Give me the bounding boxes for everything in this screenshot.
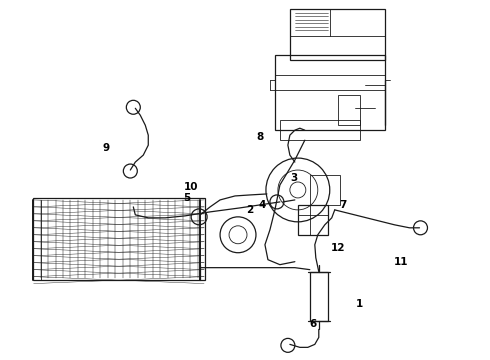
Bar [338,95,360,125]
Bar [310,175,340,205]
Text: 6: 6 [310,319,317,329]
Text: 2: 2 [246,206,253,216]
Text: 1: 1 [356,299,364,309]
Bar [33,198,205,280]
Bar [275,55,385,130]
Text: 12: 12 [331,243,345,253]
Bar [310,272,328,321]
Text: 10: 10 [184,182,198,192]
Text: 3: 3 [290,173,297,183]
Text: 8: 8 [256,132,263,142]
Bar [298,205,328,235]
Text: 9: 9 [102,143,109,153]
Bar [280,120,360,140]
Text: 7: 7 [339,200,346,210]
Bar [290,9,385,60]
Text: 5: 5 [183,193,190,203]
Text: 4: 4 [258,200,266,210]
Text: 11: 11 [394,257,409,267]
